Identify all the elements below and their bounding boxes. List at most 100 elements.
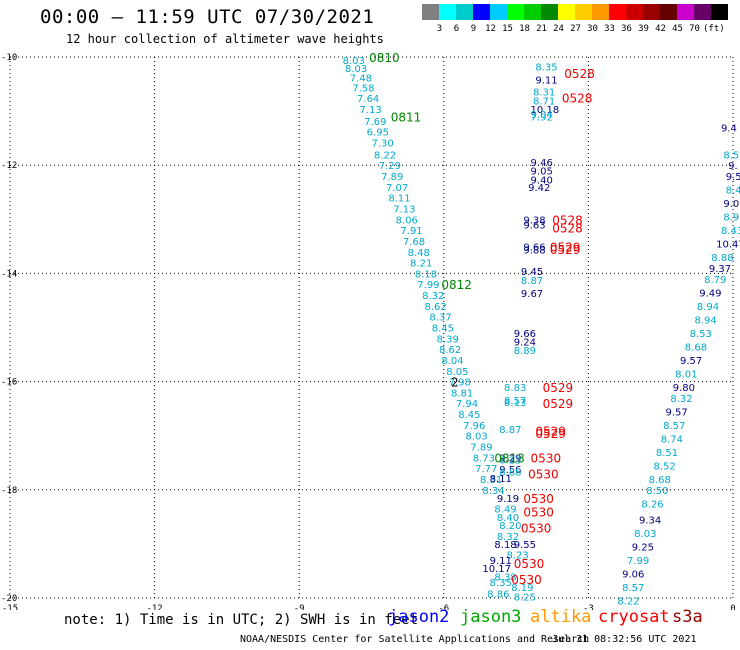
wave-height-reading: 7.13: [359, 105, 381, 116]
wave-height-reading: 8.45: [458, 410, 480, 421]
pass-time-label: 0530: [511, 573, 542, 587]
legend-label: 21: [536, 24, 547, 34]
wave-height-reading: 9.88: [523, 246, 545, 257]
legend-label: 9: [470, 24, 477, 34]
wave-height-reading: 8.32: [670, 394, 692, 405]
wave-height-reading: 8.04: [441, 356, 463, 367]
wave-height-reading: 7.96: [463, 421, 485, 432]
legend-label: 39: [638, 24, 649, 34]
wave-height-reading: 8.73: [473, 453, 495, 464]
footer-note: note: 1) Time is in UTC; 2) SWH is in fe…: [64, 612, 419, 628]
pass-time-label: 0528: [552, 221, 583, 235]
wave-height-reading: 9.34: [639, 516, 661, 527]
legend-label: 42: [655, 24, 666, 34]
satellite-label-jason2: jason2: [388, 607, 450, 627]
pass-time-label: 0810: [369, 51, 400, 65]
wave-height-reading: 9.49: [699, 288, 721, 299]
wave-height-reading: 7.89: [381, 172, 403, 183]
wave-height-reading: 8.68: [649, 475, 671, 486]
x-tick-label: 0: [730, 604, 735, 610]
wave-height-reading: 8.39: [437, 334, 459, 345]
wave-height-reading: 8.79: [704, 275, 726, 286]
wave-height-reading: 7.48: [350, 74, 372, 85]
satellite-label-cryosat: cryosat: [598, 607, 670, 627]
wave-height-reading: 8.32: [497, 532, 519, 543]
pass-time-label: 0529: [535, 424, 566, 438]
wave-height-reading: 8.23: [499, 456, 521, 467]
wave-height-reading: 9.67: [521, 289, 543, 300]
wave-height-reading: 8.11: [388, 194, 410, 205]
wave-height-reading: 9.06: [622, 570, 644, 581]
wave-height-reading: 9.63: [523, 221, 545, 232]
legend-label: 3: [436, 24, 443, 34]
wave-height-reading: 9.25: [632, 543, 654, 554]
chart-subtitle: 12 hour collection of altimeter wave hei…: [66, 32, 384, 46]
wave-height-reading: 8.31: [480, 475, 502, 486]
x-tick-label: -9: [294, 604, 305, 610]
pass-time-label: 0528: [552, 213, 583, 227]
pass-time-label: 0813: [494, 451, 525, 465]
y-tick-label: -14: [1, 269, 17, 279]
legend-label: 6: [453, 24, 460, 34]
wave-height-reading: 9.40: [531, 175, 553, 186]
pass-time-label: 0530: [523, 492, 554, 506]
wave-height-reading: 8.03: [343, 56, 365, 67]
wave-height-reading: 7.91: [400, 226, 422, 237]
wave-height-reading: 8.11: [490, 474, 512, 485]
wave-height-reading: 9.07: [723, 199, 740, 210]
wave-height-reading: 8.18: [415, 269, 437, 280]
wave-height-reading: 6.95: [367, 128, 389, 139]
pass-time-label: 0529: [535, 427, 566, 441]
credit-text: NOAA/NESDIS Center for Satellite Applica…: [240, 634, 590, 645]
pass-time-label: 0812: [441, 278, 472, 292]
x-tick-label: -3: [583, 604, 594, 610]
legend-label: 12: [485, 24, 496, 34]
wave-height-reading: 9.37: [709, 264, 731, 275]
legend-label: 45: [672, 24, 683, 34]
wave-height-reading: 7.30: [372, 138, 394, 149]
wave-height-reading: 8.03: [345, 64, 367, 75]
wave-height-reading: 8.22: [374, 150, 396, 161]
wave-height-reading: 8.26: [641, 499, 663, 510]
wave-height-reading: 7.07: [386, 183, 408, 194]
wave-height-reading: 8.03: [465, 432, 487, 443]
wave-height-reading: 8.25: [514, 592, 536, 603]
wave-height-reading: 8.51: [656, 448, 678, 459]
wave-height-reading: 9.5: [726, 172, 740, 183]
wave-height-reading: 7.29: [379, 161, 401, 172]
wave-height-reading: 7.64: [357, 94, 379, 105]
wave-height-reading: 7.13: [393, 204, 415, 215]
wave-height-reading: 7.92: [531, 113, 553, 124]
wave-height-reading: 9.11: [490, 556, 512, 567]
wave-height-reading: 8.52: [653, 461, 675, 472]
legend-label: 18: [519, 24, 530, 34]
pass-time-label: 0529: [543, 381, 574, 395]
wave-height-reading: 8.50: [646, 486, 668, 497]
wave-height-reading: 8.81: [451, 388, 473, 399]
wave-height-plot: -15 -12 -9 -6 -3 0-10-12-14-16-18-208.038.037…: [1, 51, 740, 610]
pass-time-label: 0530: [514, 557, 545, 571]
wave-height-reading: 8.5: [723, 150, 739, 161]
wave-height-reading: 8.4: [726, 186, 740, 197]
wave-height-reading: 7.98: [449, 378, 471, 389]
wave-height-reading: 9.66: [514, 329, 536, 340]
legend-swatch: [711, 4, 729, 20]
wave-height-reading: 8.38: [494, 572, 516, 583]
legend-label: (ft): [703, 24, 725, 34]
wave-height-reading: 7.99: [627, 556, 649, 567]
pass-time-label: 0529: [543, 397, 574, 411]
wave-height-reading: 8.68: [685, 342, 707, 353]
wave-height-reading: 8.71: [533, 96, 555, 107]
satellite-label-jason3: jason3: [460, 607, 522, 627]
wave-height-reading: 9.66: [523, 242, 545, 253]
legend-label: 15: [502, 24, 513, 34]
wave-height-reading: 8.23: [506, 551, 528, 562]
y-tick-label: -10: [1, 53, 17, 63]
wave-height-reading: 9.57: [666, 407, 688, 418]
wave-height-reading: 9.45: [521, 267, 543, 278]
wave-height-reading: 8.94: [694, 315, 716, 326]
wave-height-reading: 8.49: [494, 505, 516, 516]
satellite-label-s3a: s3a: [672, 607, 703, 627]
wave-height-reading: 7.94: [456, 399, 478, 410]
wave-height-reading: 7.99: [417, 280, 439, 291]
